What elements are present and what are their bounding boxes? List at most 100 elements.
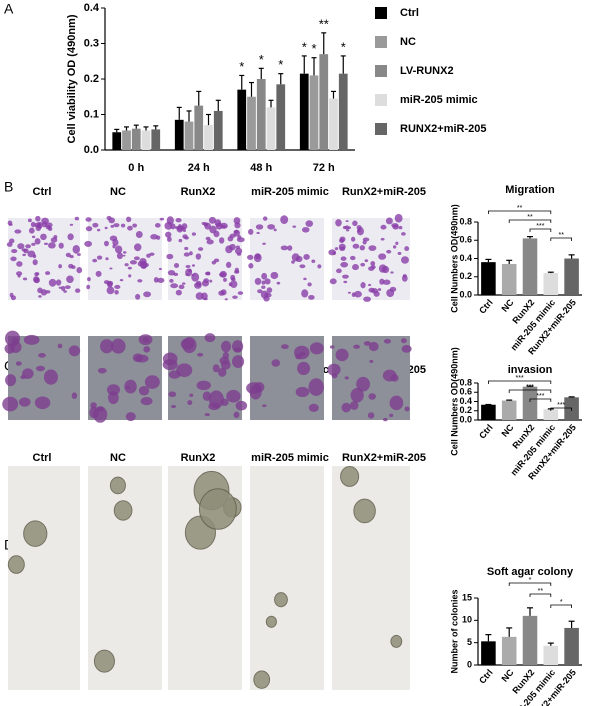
bar xyxy=(237,89,247,150)
cell xyxy=(84,240,93,247)
chart-title: invasion xyxy=(508,364,553,376)
cell xyxy=(114,245,123,254)
bar xyxy=(522,238,538,295)
cell xyxy=(141,262,147,269)
cell xyxy=(187,400,193,406)
cell xyxy=(162,352,178,366)
bar xyxy=(522,386,538,420)
bar xyxy=(309,75,319,150)
cell xyxy=(37,287,43,294)
significance: * xyxy=(302,39,307,54)
bar xyxy=(501,263,517,295)
significance: ** xyxy=(319,16,329,31)
cell xyxy=(68,345,81,357)
x-tick-label: 0 h xyxy=(128,162,144,174)
y-tick-label: 0.2 xyxy=(84,73,99,85)
x-tick-label: Ctrl xyxy=(477,422,495,440)
legend-swatch xyxy=(375,65,387,77)
cell xyxy=(209,279,213,283)
cell xyxy=(218,367,227,377)
micrograph xyxy=(332,466,410,690)
cell xyxy=(335,348,349,362)
bar xyxy=(329,98,338,150)
micrograph xyxy=(164,216,245,301)
cell xyxy=(154,223,161,228)
cell xyxy=(86,284,91,290)
cell xyxy=(232,295,238,299)
cell xyxy=(45,290,51,294)
cell xyxy=(189,251,193,256)
cell xyxy=(357,228,361,233)
cell xyxy=(85,226,93,232)
image-header: miR-205 mimic xyxy=(251,186,329,198)
cell xyxy=(254,253,261,260)
bar xyxy=(213,110,223,150)
bar xyxy=(276,84,286,150)
colony xyxy=(265,615,277,628)
cell xyxy=(301,226,310,233)
micrograph xyxy=(247,215,324,302)
cell xyxy=(340,261,349,268)
micrograph xyxy=(246,336,324,420)
cell xyxy=(47,242,56,249)
cell xyxy=(389,413,394,418)
cell xyxy=(16,261,23,267)
cell xyxy=(21,248,27,252)
cell xyxy=(254,277,262,285)
cell xyxy=(18,397,31,407)
cell xyxy=(394,213,403,223)
cell xyxy=(178,238,183,243)
cell xyxy=(249,385,262,400)
cell xyxy=(308,378,324,396)
cell xyxy=(368,245,377,251)
cell xyxy=(209,225,217,234)
chart-title: Migration xyxy=(505,184,555,196)
cell xyxy=(370,261,376,267)
y-tick-label: 0.0 xyxy=(459,289,472,299)
cell xyxy=(113,223,120,228)
y-axis-label: Cell Numbers OD(490nm) xyxy=(449,204,459,313)
legend-swatch xyxy=(375,94,387,106)
cell xyxy=(235,400,248,411)
cell xyxy=(169,278,174,283)
cell xyxy=(110,224,115,228)
cell xyxy=(35,215,41,222)
micrograph xyxy=(7,466,80,690)
cell xyxy=(204,333,216,343)
cell xyxy=(347,291,351,294)
cell xyxy=(64,285,71,290)
cell xyxy=(185,273,189,276)
cell xyxy=(28,227,35,234)
cell xyxy=(106,286,115,295)
cell xyxy=(329,345,335,349)
cell xyxy=(368,393,377,400)
cell xyxy=(76,266,83,274)
cell xyxy=(66,275,74,284)
cell xyxy=(159,217,165,221)
cell xyxy=(233,347,242,353)
cell xyxy=(257,289,263,294)
cell xyxy=(120,223,126,228)
y-tick-label: 5 xyxy=(467,637,472,647)
cell xyxy=(261,285,266,289)
cell xyxy=(40,233,47,241)
cell xyxy=(276,281,281,285)
cell xyxy=(401,232,406,236)
cell xyxy=(32,254,37,259)
significance: * xyxy=(278,57,283,72)
cell xyxy=(247,254,254,260)
cell xyxy=(230,280,238,288)
cell xyxy=(233,229,240,237)
colony xyxy=(198,488,237,530)
cell xyxy=(349,255,356,261)
cell xyxy=(363,341,371,346)
bar xyxy=(174,119,184,150)
comparison-label: *** xyxy=(536,393,544,400)
y-tick-label: 0.8 xyxy=(459,377,472,387)
cell xyxy=(345,220,349,223)
bar xyxy=(256,79,266,150)
cell xyxy=(166,236,172,242)
image-bg xyxy=(332,466,410,690)
cell xyxy=(69,223,74,226)
